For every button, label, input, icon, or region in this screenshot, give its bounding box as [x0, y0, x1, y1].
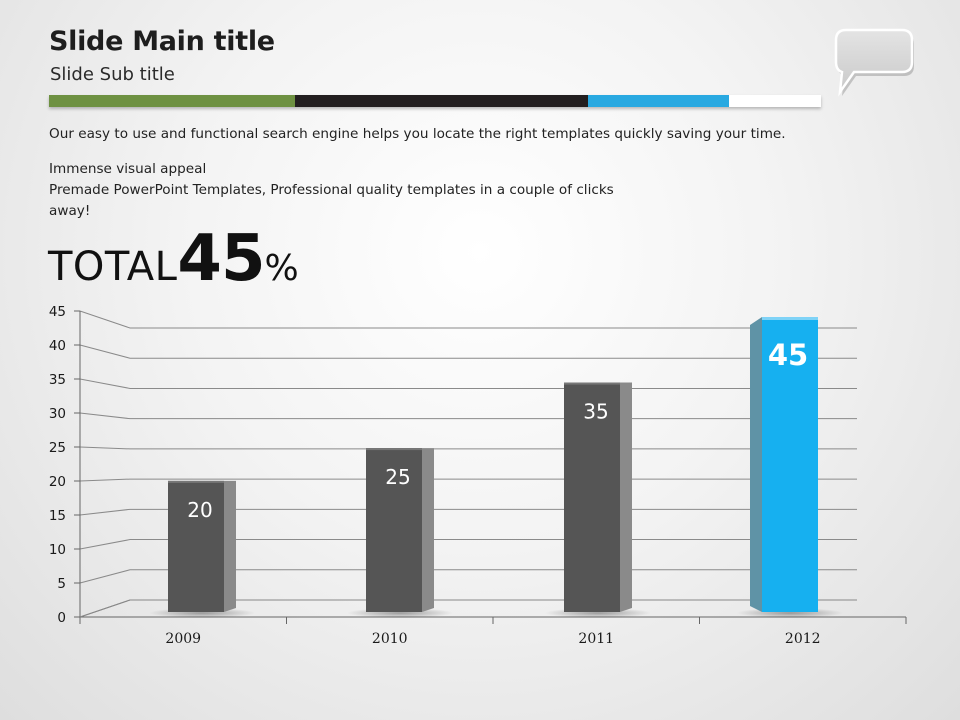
bar-side	[750, 317, 762, 612]
gridline	[79, 478, 857, 482]
y-tick-label: 45	[49, 304, 66, 320]
bar-top-edge	[762, 317, 818, 320]
body-line: away!	[49, 203, 91, 219]
gridline	[79, 412, 857, 420]
total-label: TOTAL	[48, 244, 178, 290]
y-tick-label: 20	[49, 474, 66, 490]
total-unit: %	[264, 248, 299, 289]
stripe-green	[49, 95, 295, 107]
bar-top-edge	[564, 382, 620, 385]
x-tick-label: 2011	[578, 631, 614, 647]
data-label: 25	[385, 465, 410, 489]
x-tick-label: 2012	[785, 631, 821, 647]
bar-front	[168, 480, 224, 612]
bar-top-edge	[168, 480, 224, 483]
bar-top-edge	[366, 448, 422, 451]
gridline	[79, 344, 857, 359]
y-tick-label: 15	[49, 508, 66, 524]
stripe-white	[729, 95, 821, 107]
gridline	[79, 310, 857, 329]
bar-front	[762, 317, 818, 612]
gridline	[79, 446, 857, 450]
body-text: Immense visual appeal Premade PowerPoint…	[49, 159, 689, 222]
bar-side	[620, 382, 632, 612]
x-tick-label: 2009	[165, 631, 201, 647]
body-line: Premade PowerPoint Templates, Profession…	[49, 182, 614, 198]
y-tick-label: 10	[49, 542, 66, 558]
color-stripe-bar	[49, 95, 821, 107]
y-tick-label: 25	[49, 440, 66, 456]
bar-side	[224, 480, 236, 612]
speech-bubble-icon	[834, 28, 914, 97]
slide-main-title: Slide Main title	[49, 26, 275, 57]
slide-sub-title: Slide Sub title	[50, 64, 175, 85]
y-tick-label: 0	[57, 610, 66, 626]
data-label: 35	[583, 400, 608, 424]
y-tick-label: 35	[49, 372, 66, 388]
stripe-blue	[588, 95, 729, 107]
body-line: Immense visual appeal	[49, 161, 207, 177]
bar	[148, 480, 256, 618]
bar	[346, 448, 454, 618]
total-value: 45	[177, 222, 265, 296]
bar-highlight	[736, 317, 844, 618]
intro-text: Our easy to use and functional search en…	[49, 126, 786, 142]
y-tick-label: 30	[49, 406, 66, 422]
stripe-black	[295, 95, 588, 107]
y-tick-label: 5	[57, 576, 66, 592]
bar-front	[564, 382, 620, 612]
floor-edge	[79, 599, 131, 618]
data-label: 45	[768, 338, 808, 372]
total-headline: TOTAL 45 %	[48, 222, 299, 296]
bar-front	[366, 448, 422, 612]
x-tick-label: 2010	[372, 631, 408, 647]
y-tick-label: 40	[49, 338, 66, 354]
bar-side	[422, 448, 434, 612]
bar	[544, 382, 652, 618]
gridline	[79, 378, 857, 389]
data-label: 20	[187, 498, 212, 522]
